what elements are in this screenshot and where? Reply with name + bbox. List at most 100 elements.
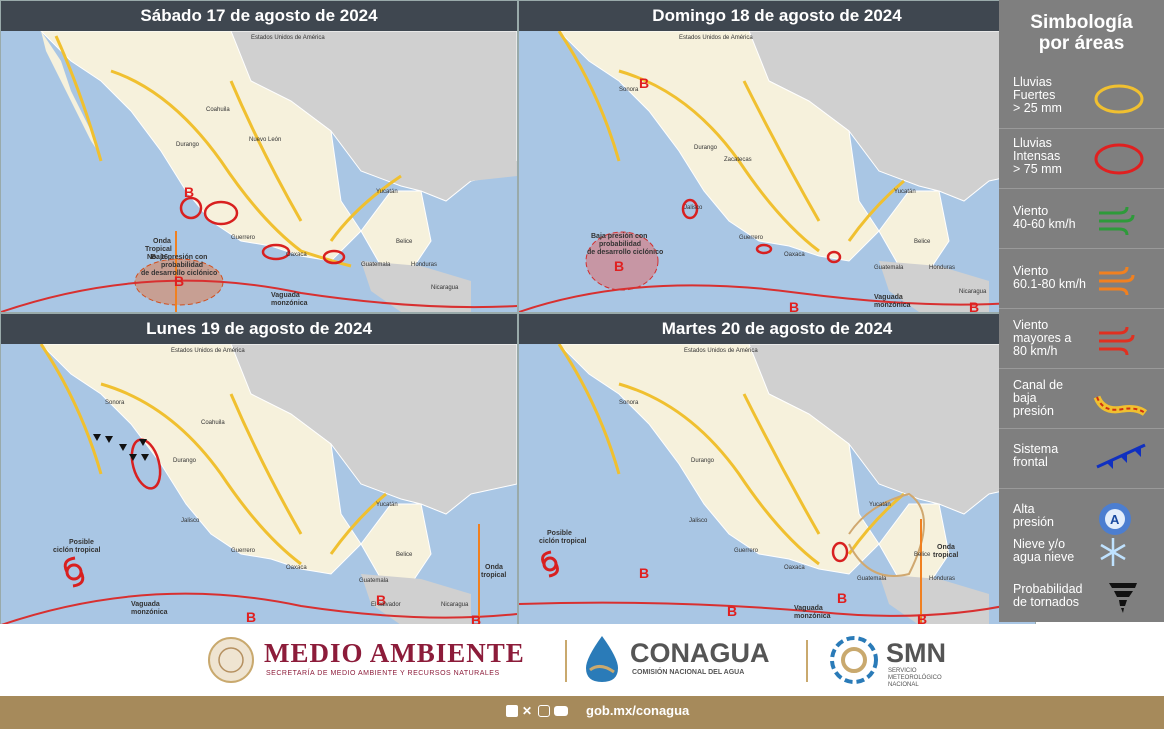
svg-text:Oaxaca: Oaxaca: [286, 252, 307, 258]
instagram-icon[interactable]: [538, 705, 550, 717]
svg-text:Belice: Belice: [396, 239, 413, 245]
cold-front-icon: [1096, 443, 1146, 469]
smn-logo-icon: [830, 636, 878, 684]
svg-text:Estados Unidos de América: Estados Unidos de América: [679, 35, 753, 41]
svg-text:Durango: Durango: [691, 458, 715, 464]
panel-title: Lunes 19 de agosto de 2024: [1, 314, 517, 344]
legend-item-wind-over-80: Viento mayores a 80 km/h: [999, 308, 1164, 369]
tropical-wave-label: Onda Tropical No. 16: [145, 238, 174, 261]
tornado-markers: [93, 434, 149, 461]
svg-text:Guerrero: Guerrero: [231, 235, 256, 241]
svg-text:B: B: [639, 565, 649, 581]
svg-text:Oaxaca: Oaxaca: [784, 252, 805, 258]
svg-text:Jalisco: Jalisco: [181, 518, 200, 524]
forecast-panel-tuesday: Martes 20 de agosto de 2024 Estados Unid…: [518, 313, 1036, 626]
legend-item-trough: Canal de baja presión: [999, 368, 1164, 429]
high-pressure-icon: A: [1099, 503, 1131, 535]
svg-text:Estados Unidos de América: Estados Unidos de América: [684, 348, 758, 354]
social-icons: ✕: [506, 705, 568, 717]
svg-text:Guatemala: Guatemala: [359, 578, 389, 584]
legend-panel: Simbología por áreas Lluvias Fuertes > 25 …: [999, 0, 1164, 622]
tornado-icon: [1109, 583, 1137, 613]
facebook-icon[interactable]: [506, 705, 518, 717]
cyclone-icon: [63, 556, 85, 588]
svg-text:Belice: Belice: [914, 239, 931, 245]
svg-text:B: B: [614, 258, 624, 274]
legend-item-wind-60-80: Viento 60.1-80 km/h: [999, 248, 1164, 309]
legend-item-high-pressure: Alta presión A: [999, 488, 1164, 549]
svg-text:Honduras: Honduras: [411, 262, 437, 268]
orange-wind-icon: [1099, 266, 1135, 296]
svg-text:Belice: Belice: [914, 552, 931, 558]
x-icon[interactable]: ✕: [522, 704, 533, 718]
svg-text:Yucatán: Yucatán: [894, 189, 916, 195]
forecast-panel-saturday: Sábado 17 de agosto de 2024 Estados Unid…: [0, 0, 518, 313]
svg-text:Honduras: Honduras: [929, 265, 955, 271]
svg-text:Nicaragua: Nicaragua: [431, 285, 459, 291]
legend-item-heavy-rain: Lluvias Fuertes > 25 mm: [999, 68, 1164, 128]
svg-text:Jalisco: Jalisco: [684, 205, 703, 211]
smn-logo: SMN: [886, 638, 946, 668]
medio-ambiente-subtitle: SECRETARÍA DE MEDIO AMBIENTE Y RECURSOS …: [266, 670, 500, 677]
svg-text:Coahuila: Coahuila: [201, 420, 225, 426]
svg-text:Zacatecas: Zacatecas: [724, 157, 752, 163]
svg-text:B: B: [471, 612, 481, 625]
svg-text:Honduras: Honduras: [929, 576, 955, 582]
forecast-panel-monday: Lunes 19 de agosto de 2024 Estados Unido…: [0, 313, 518, 626]
legend-title: Simbología por áreas: [1030, 12, 1133, 54]
svg-text:Oaxaca: Oaxaca: [286, 565, 307, 571]
svg-text:A: A: [1110, 512, 1120, 527]
panel-title: Domingo 18 de agosto de 2024: [519, 1, 1035, 31]
legend-item-wind-40-60: Viento 40-60 km/h: [999, 188, 1164, 249]
svg-text:Sonora: Sonora: [105, 400, 125, 406]
youtube-icon[interactable]: [554, 706, 568, 716]
svg-text:Estados Unidos de América: Estados Unidos de América: [251, 35, 325, 41]
seal-icon: [208, 637, 254, 683]
rain-ellipses-yellow: [54, 35, 402, 268]
forecast-map: Estados Unidos de América Baja presión c…: [519, 31, 1035, 312]
forecast-map: Estados Unidos de América Posible ciclón …: [519, 344, 1035, 625]
svg-text:Sonora: Sonora: [619, 400, 639, 406]
smn-subtitle: SERVICIO METEOROLÓGICO NACIONAL: [888, 668, 942, 688]
forecast-panel-sunday: Domingo 18 de agosto de 2024 Estados Uni…: [518, 0, 1036, 313]
conagua-subtitle: COMISIÓN NACIONAL DEL AGUA: [632, 669, 745, 676]
footer: MEDIO AMBIENTE SECRETARÍA DE MEDIO AMBIE…: [0, 624, 1164, 696]
trough-icon: [1093, 395, 1148, 416]
svg-text:B: B: [639, 75, 649, 91]
legend-item-front: Sistema frontal: [999, 428, 1164, 489]
svg-text:Coahuila: Coahuila: [206, 107, 230, 113]
green-wind-icon: [1099, 206, 1135, 236]
svg-text:B: B: [376, 592, 386, 608]
svg-text:Oaxaca: Oaxaca: [784, 565, 805, 571]
forecast-map: Estados Unidos de América Posible ciclón …: [1, 344, 517, 625]
svg-text:Estados Unidos de América: Estados Unidos de América: [171, 348, 245, 354]
svg-text:B: B: [174, 273, 184, 289]
svg-text:Durango: Durango: [694, 145, 718, 151]
yellow-ellipse-icon: [1094, 84, 1144, 114]
red-wind-icon: [1099, 326, 1135, 356]
svg-text:Yucatán: Yucatán: [869, 502, 891, 508]
low-pressure-label: Baja presión con probabilidad de desarro…: [141, 254, 217, 277]
conagua-logo: CONAGUA: [630, 638, 770, 668]
website-link[interactable]: gob.mx/conagua: [586, 703, 690, 718]
svg-text:B: B: [969, 299, 979, 312]
svg-text:Nuevo León: Nuevo León: [249, 137, 281, 143]
svg-text:Guerrero: Guerrero: [739, 235, 764, 241]
forecast-map: Estados Unidos de América Onda Tropical …: [1, 31, 517, 312]
legend-item-snow: Nieve y/o agua nieve: [999, 530, 1164, 590]
svg-text:Sonora: Sonora: [619, 87, 639, 93]
bottom-bar: ✕ gob.mx/conagua: [0, 696, 1164, 729]
svg-text:B: B: [837, 590, 847, 606]
panel-title: Martes 20 de agosto de 2024: [519, 314, 1035, 344]
svg-text:Guatemala: Guatemala: [361, 262, 391, 268]
svg-text:Guatemala: Guatemala: [857, 576, 887, 582]
svg-text:B: B: [246, 609, 256, 625]
svg-text:El salvador: El salvador: [371, 602, 401, 608]
